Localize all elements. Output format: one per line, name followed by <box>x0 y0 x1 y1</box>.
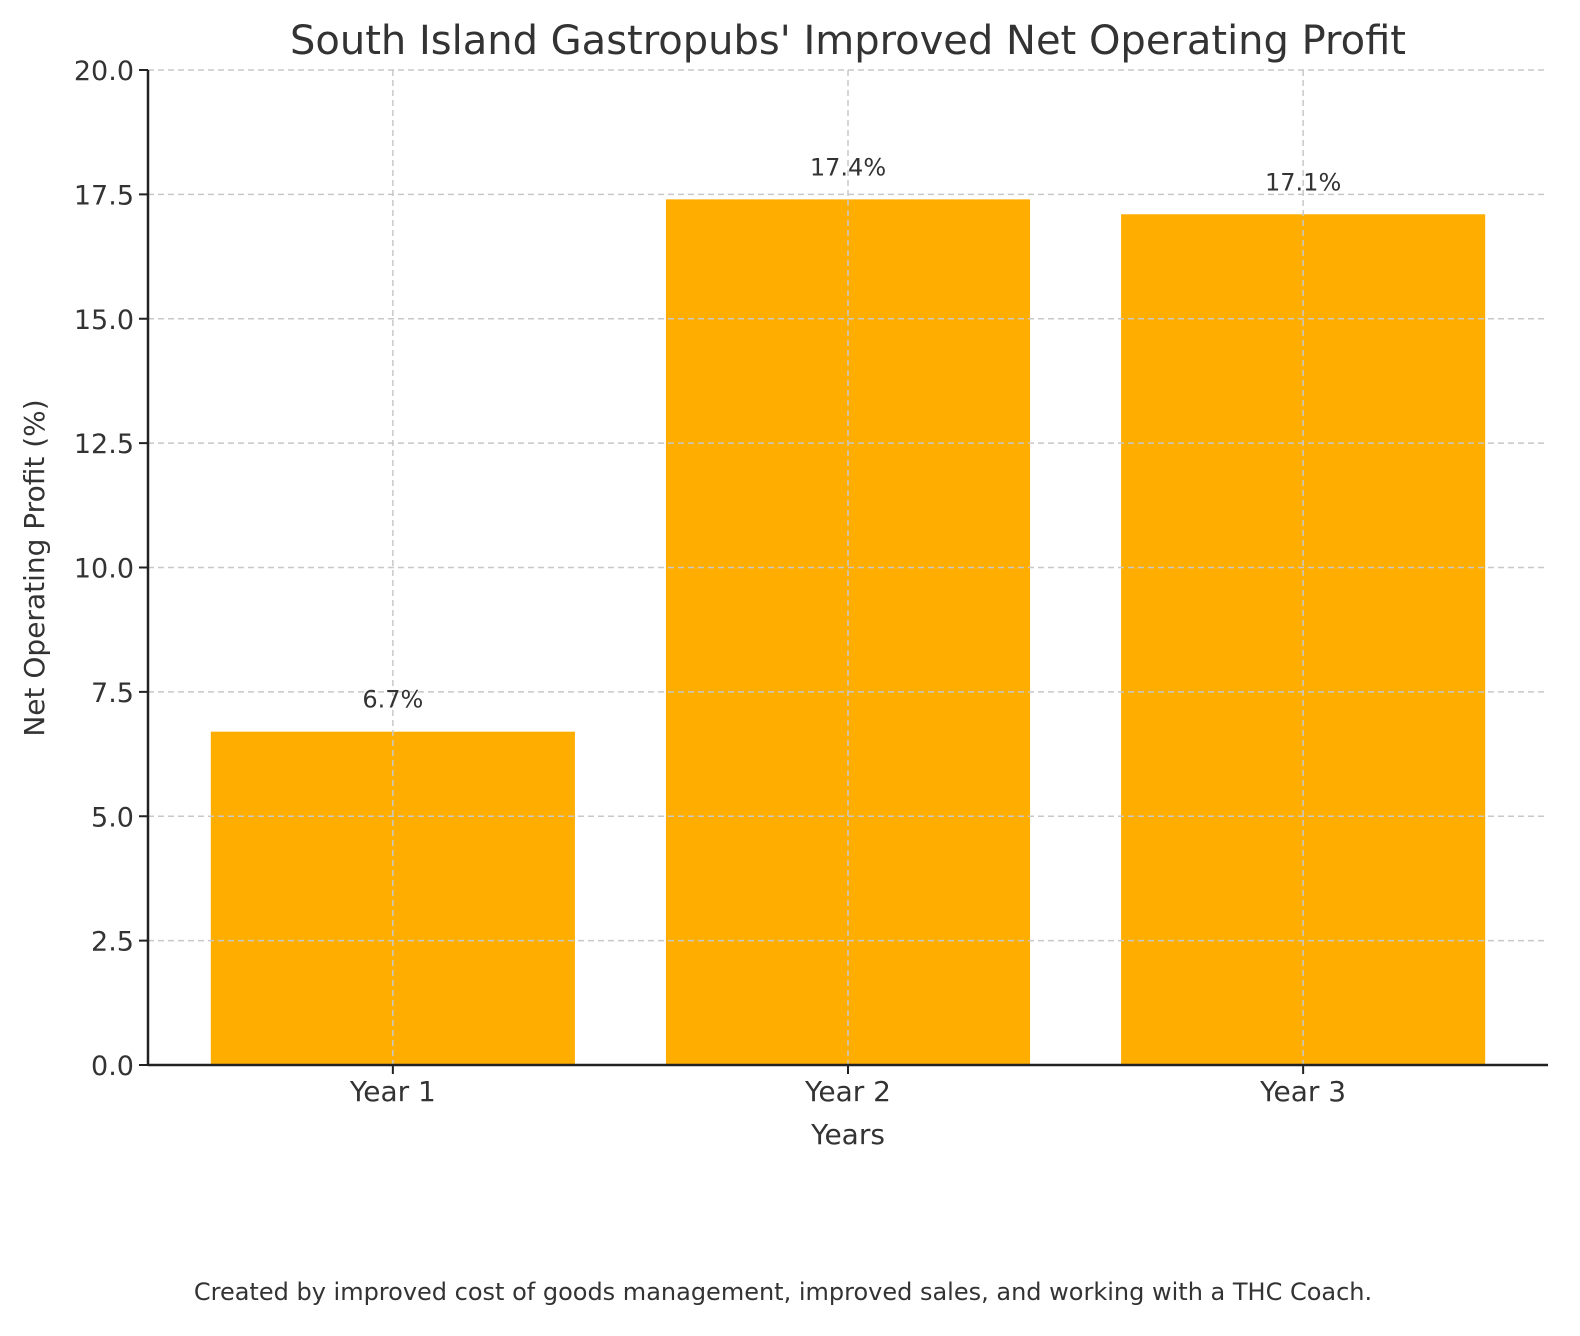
y-tick-label: 7.5 <box>91 678 134 709</box>
bar-1 <box>210 731 575 1065</box>
y-tick-label: 17.5 <box>74 180 134 211</box>
data-label-3: 17.1% <box>1265 168 1341 196</box>
y-tick-label: 15.0 <box>74 305 134 336</box>
footnote: Created by improved cost of goods manage… <box>194 1278 1372 1306</box>
y-axis-label: Net Operating Profit (%) <box>18 399 51 736</box>
data-label-2: 17.4% <box>810 153 886 181</box>
y-tick-label: 0.0 <box>91 1051 134 1082</box>
x-axis-label: Years <box>810 1118 885 1151</box>
x-tick-label: Year 3 <box>1259 1075 1346 1108</box>
y-tick-label: 20.0 <box>74 56 134 87</box>
axes: 0.0 2.5 5.0 7.5 10.0 12.5 15.0 17.5 20.0 Year 1 Ye… <box>74 56 1548 1108</box>
y-tick-label: 12.5 <box>74 429 134 460</box>
y-tick-label: 2.5 <box>91 927 134 958</box>
grid-lines-over <box>148 69 1548 1066</box>
data-label-1: 6.7% <box>362 686 423 714</box>
y-tick-label: 10.0 <box>74 554 134 585</box>
chart-title: South Island Gastropubs' Improved Net Op… <box>290 18 1406 64</box>
x-tick-label: Year 2 <box>804 1075 891 1108</box>
x-tick-label: Year 1 <box>349 1075 436 1108</box>
data-labels: 6.7% 17.4% 17.1% <box>362 153 1341 713</box>
y-tick-label: 5.0 <box>91 802 134 833</box>
